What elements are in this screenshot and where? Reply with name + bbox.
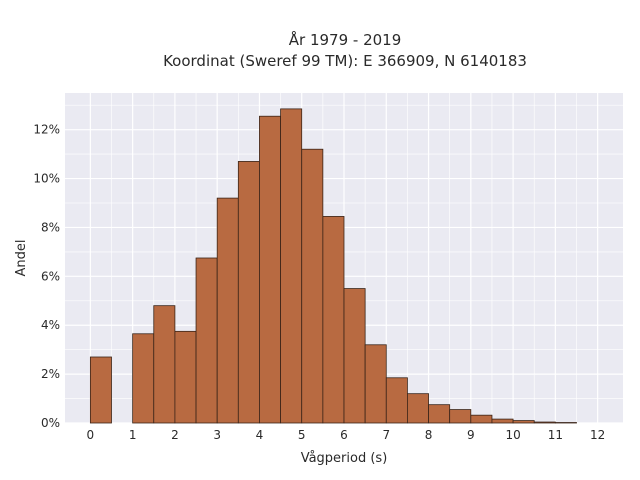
x-tick-label: 5 bbox=[298, 428, 306, 442]
histogram-bar bbox=[533, 421, 556, 424]
histogram-bar bbox=[174, 330, 197, 424]
histogram-bar bbox=[195, 257, 218, 424]
histogram-bar bbox=[364, 344, 387, 424]
x-tick-label: 4 bbox=[256, 428, 264, 442]
histogram-bar bbox=[491, 418, 514, 424]
histogram-bar bbox=[385, 377, 408, 424]
x-tick-label: 12 bbox=[590, 428, 605, 442]
histogram-bar bbox=[428, 404, 451, 424]
histogram-bar bbox=[259, 115, 281, 424]
y-tick-label: 12% bbox=[33, 123, 60, 137]
x-tick-label: 8 bbox=[425, 428, 433, 442]
x-tick-label: 11 bbox=[548, 428, 563, 442]
y-tick-label: 8% bbox=[41, 220, 60, 234]
x-tick-label: 2 bbox=[171, 428, 179, 442]
histogram-bar bbox=[322, 216, 345, 424]
histogram-bar bbox=[470, 414, 493, 424]
x-tick-label: 9 bbox=[467, 428, 475, 442]
x-tick-label: 1 bbox=[129, 428, 137, 442]
x-axis-label: Vågperiod (s) bbox=[301, 451, 388, 466]
x-tick-label: 10 bbox=[505, 428, 520, 442]
bars-group bbox=[89, 108, 577, 424]
x-tick-labels: 0 1 2 3 4 5 6 7 8 9 10 11 12 bbox=[87, 428, 606, 442]
x-tick-label: 0 bbox=[87, 428, 95, 442]
y-axis-label: Andel bbox=[14, 240, 29, 277]
y-tick-label: 10% bbox=[33, 172, 60, 186]
histogram-bar bbox=[301, 148, 324, 424]
x-tick-label: 7 bbox=[382, 428, 390, 442]
y-tick-labels: 0% 2% 4% 6% 8% 10% 12% bbox=[33, 123, 60, 430]
histogram-bar bbox=[216, 197, 239, 424]
x-tick-label: 3 bbox=[213, 428, 221, 442]
y-tick-label: 4% bbox=[41, 318, 60, 332]
y-tick-label: 0% bbox=[41, 416, 60, 430]
histogram-bar bbox=[153, 305, 176, 424]
histogram-bar bbox=[449, 409, 472, 424]
y-tick-label: 6% bbox=[41, 269, 60, 283]
chart-title-line2: Koordinat (Sweref 99 TM): E 366909, N 61… bbox=[163, 52, 527, 70]
histogram-bar bbox=[343, 288, 366, 424]
histogram-bar bbox=[407, 393, 429, 424]
histogram-bar bbox=[280, 108, 303, 424]
histogram-bar bbox=[237, 161, 260, 424]
y-tick-label: 2% bbox=[41, 367, 60, 381]
chart-title-line1: År 1979 - 2019 bbox=[289, 30, 402, 49]
x-tick-label: 6 bbox=[340, 428, 348, 442]
histogram-bar bbox=[512, 420, 535, 424]
histogram-bar bbox=[132, 333, 155, 424]
histogram-bar bbox=[89, 356, 112, 424]
